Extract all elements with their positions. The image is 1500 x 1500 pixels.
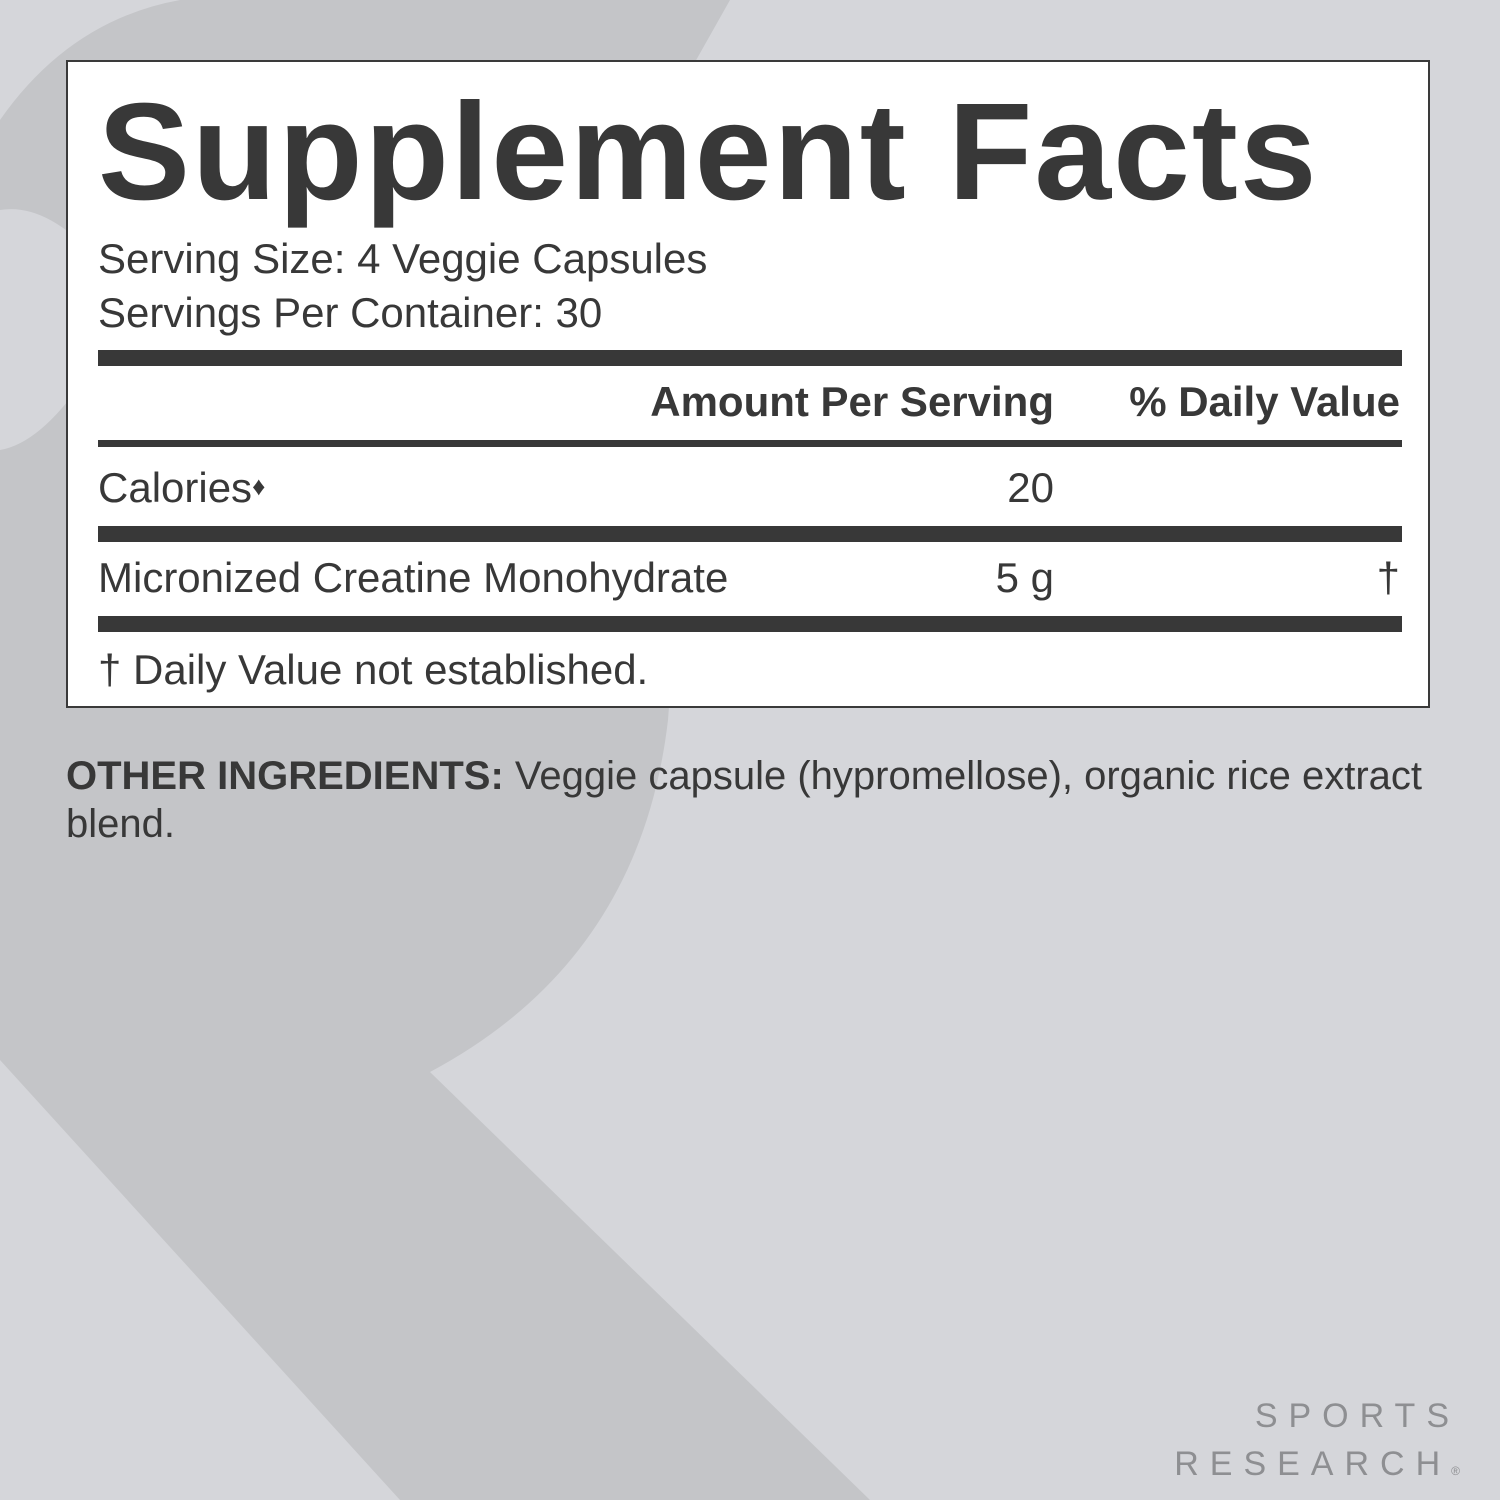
- other-ingredients-text: Veggie capsule (hypromellose), organic r…: [66, 754, 1423, 846]
- ingredient-amount: 5 g: [995, 554, 1054, 601]
- diamond-icon: ♦: [252, 471, 266, 501]
- divider-thick: [98, 526, 1402, 542]
- sports-research-logo: SPORTS RESEARCH®: [1174, 1392, 1460, 1495]
- calories-amount: 20: [1007, 464, 1054, 511]
- logo-line-2-text: RESEARCH: [1174, 1445, 1452, 1483]
- logo-line-1: SPORTS: [1254, 1397, 1460, 1435]
- header-daily-value: % Daily Value: [1129, 378, 1400, 425]
- calories-label-text: Calories: [98, 464, 253, 511]
- other-ingredients-label: OTHER INGREDIENTS:: [66, 754, 504, 798]
- calories-label: Calories♦: [98, 460, 265, 516]
- logo-line-2: RESEARCH®: [1174, 1440, 1460, 1495]
- facts-title: Supplement Facts: [98, 75, 1319, 229]
- ingredient-name: Micronized Creatine Monohydrate: [98, 554, 729, 601]
- divider-thick: [98, 350, 1402, 366]
- servings-per-container: Servings Per Container: 30: [98, 289, 603, 336]
- divider-thick: [98, 616, 1402, 632]
- ingredient-daily-value: †: [1376, 554, 1400, 601]
- header-amount: Amount Per Serving: [650, 378, 1054, 425]
- registered-mark: ®: [1451, 1464, 1460, 1478]
- supplement-facts-panel: Supplement Facts Serving Size: 4 Veggie …: [66, 60, 1430, 708]
- other-ingredients: OTHER INGREDIENTS: Veggie capsule (hypro…: [66, 752, 1446, 848]
- serving-size: Serving Size: 4 Veggie Capsules: [98, 235, 708, 282]
- footnote: † Daily Value not established.: [98, 646, 649, 693]
- divider: [98, 440, 1402, 447]
